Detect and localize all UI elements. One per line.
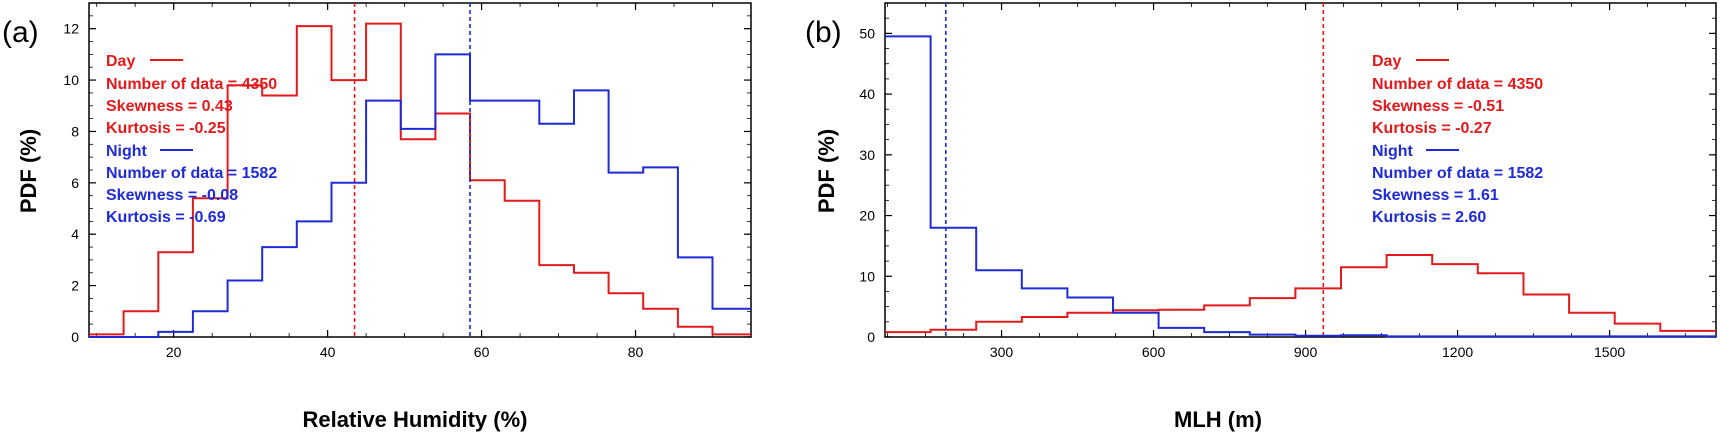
panel-a-annotation: Day Number of data = 4350 Skewness = 0.4… [106, 53, 277, 226]
panel-a-y-tick-label: 4 [71, 226, 79, 242]
panel-a-x-tick-label: 60 [474, 344, 490, 360]
panel-a-y-axis-title: PDF (%) [16, 129, 41, 213]
panel-b-plot-frame [884, 2, 1717, 338]
panel-a-y-tick-label: 8 [71, 123, 79, 139]
panel-a-day-histogram-line [89, 22, 751, 336]
panel-a-night-skewness: Skewness = -0.08 [106, 187, 238, 204]
panel-a-x-axis: 20 40 60 80 [96, 3, 752, 360]
panel-a-night-histogram-line [89, 53, 751, 338]
panel-a-y-tick-label: 2 [71, 278, 79, 294]
panel-a-x-tick-label: 20 [166, 344, 182, 360]
panel-b-day-kurtosis: Kurtosis = -0.27 [1372, 120, 1492, 137]
panel-b-y-tick-label: 0 [867, 329, 875, 345]
panel-a-x-axis-title: Relative Humidity (%) [303, 407, 528, 432]
panel-b-day-count: Number of data = 4350 [1372, 76, 1543, 93]
panel-a-y-axis: 0 2 4 6 8 10 12 [63, 2, 751, 345]
panel-b-night-label: Night [1372, 143, 1414, 160]
panel-b-night-count: Number of data = 1582 [1372, 165, 1543, 182]
panel-b-y-axis: 0 10 20 30 40 50 [859, 2, 1716, 345]
panel-b-y-tick-label: 30 [859, 147, 875, 163]
panel-b-night-kurtosis: Kurtosis = 2.60 [1372, 209, 1486, 226]
panel-b-y-tick-label: 50 [859, 25, 875, 41]
panel-a-day-skewness: Skewness = 0.43 [106, 98, 233, 115]
panel-a-y-tick-label: 10 [63, 72, 79, 88]
panel-a-day-kurtosis: Kurtosis = -0.25 [106, 120, 226, 137]
panel-a-day-label: Day [106, 53, 135, 70]
panel-a-night-label: Night [106, 143, 148, 160]
panel-a-y-tick-label: 0 [71, 329, 79, 345]
panel-a-night-kurtosis: Kurtosis = -0.69 [106, 209, 226, 226]
panel-a-day-count: Number of data = 4350 [106, 76, 277, 93]
panel-a-night-count: Number of data = 1582 [106, 165, 277, 182]
panel-b-night-skewness: Skewness = 1.61 [1372, 187, 1499, 204]
panel-b-series [885, 3, 1716, 338]
panel-b-x-tick-label: 600 [1142, 344, 1166, 360]
panel-a-series [89, 3, 751, 338]
panel-b-day-label: Day [1372, 53, 1401, 70]
panel-b-x-tick-label: 1500 [1594, 344, 1625, 360]
panel-b-y-tick-label: 40 [859, 86, 875, 102]
panel-a-y-tick-label: 6 [71, 175, 79, 191]
panel-b-x-tick-label: 900 [1294, 344, 1318, 360]
panel-b-day-skewness: Skewness = -0.51 [1372, 98, 1504, 115]
panel-b-x-tick-label: 1200 [1442, 344, 1473, 360]
panel-b-y-tick-label: 10 [859, 268, 875, 284]
panel-a-x-tick-label: 40 [320, 344, 336, 360]
panel-b-histogram: (b) 0 10 20 30 40 50 300 600 900 1200 1500 MLH (m… [805, 2, 1717, 432]
panel-b-y-tick-label: 20 [859, 208, 875, 224]
panel-b-night-histogram-line [885, 35, 1716, 338]
panel-a-y-tick-label: 12 [63, 21, 79, 37]
panel-b-day-histogram-line [885, 254, 1716, 334]
panel-a-x-tick-label: 80 [628, 344, 644, 360]
panel-a-label: (a) [2, 16, 39, 49]
panel-b-label: (b) [805, 16, 842, 49]
panel-b-x-axis-title: MLH (m) [1174, 407, 1262, 432]
panel-a-histogram: (a) 0 2 4 6 8 10 12 20 40 60 80 Relative Humidity… [2, 2, 752, 432]
panel-b-x-axis: 300 600 900 1200 1500 [887, 3, 1686, 360]
panel-b-annotation: Day Number of data = 4350 Skewness = -0.… [1372, 53, 1543, 226]
panel-b-y-axis-title: PDF (%) [814, 129, 839, 213]
panel-b-x-tick-label: 300 [990, 344, 1014, 360]
